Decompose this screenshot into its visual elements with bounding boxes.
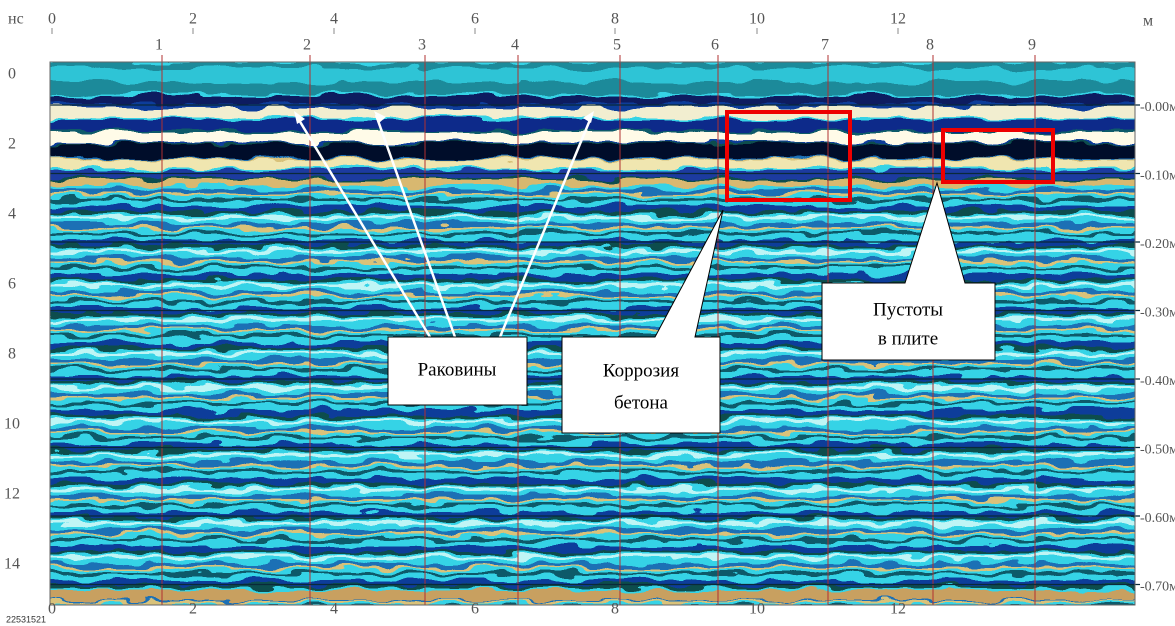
voids-box [941,128,1055,184]
bottom-axis-label: 0 [48,601,56,618]
marker-label: 5 [613,37,621,54]
left-axis-label: 8 [8,346,16,363]
right-axis-label: -0.70м [1140,580,1175,595]
right-axis-label: -0.50м [1140,443,1175,458]
left-axis-label: 14 [4,556,20,573]
left-axis-label: 10 [4,416,20,433]
left-axis-label: 2 [8,136,16,153]
corrosion-label: Коррозия [603,360,679,381]
left-axis-label: 0 [8,66,16,83]
voids-label: Пустоты [873,299,943,320]
top-axis-label: 12 [890,11,906,28]
right-axis-label: -0.60м [1140,511,1175,526]
right-axis-label: -0.40м [1140,374,1175,389]
corrosion-callout [561,209,724,434]
corrosion-box [725,110,852,202]
top-axis-label: 0 [48,11,56,28]
voids-label: в плите [878,328,938,349]
top-axis-label: 4 [330,11,338,28]
file-id: 22531521 [6,614,46,624]
top-axis-label: 6 [471,11,479,28]
marker-label: 4 [511,37,519,54]
holes-label: Раковины [418,359,497,380]
top-axis-label: 8 [611,11,619,28]
marker-label: 7 [821,37,829,54]
marker-label: 6 [711,37,719,54]
left-axis-label: 12 [4,486,20,503]
right-axis-label: -0.00м [1140,100,1175,115]
right-axis-label: -0.20м [1140,237,1175,252]
bottom-axis-label: 6 [471,601,479,618]
corrosion-label: бетона [614,392,669,413]
bottom-axis-label: 8 [611,601,619,618]
voids-callout [821,181,996,361]
distance-unit: м [1143,13,1153,30]
right-axis-label: -0.10м [1140,169,1175,184]
right-axis-label: -0.30м [1140,306,1175,321]
arrow-heads [294,111,594,124]
marker-label: 1 [155,37,163,54]
top-axis-label: 10 [749,11,765,28]
marker-label: 2 [303,37,311,54]
left-axis-label: 4 [8,206,16,223]
left-axis-label: 6 [8,276,16,293]
depth-unit: нс [8,11,24,28]
frame [49,61,1136,606]
marker-label: 9 [1028,37,1036,54]
marker-label: 8 [926,37,934,54]
holes-callout [387,336,528,406]
bottom-axis-label: 2 [189,601,197,618]
holes-arrows [294,114,594,338]
bottom-axis-label: 4 [330,601,338,618]
bottom-axis-label: 10 [749,601,765,618]
top-axis-label: 2 [189,11,197,28]
bottom-axis-label: 12 [890,601,906,618]
marker-label: 3 [418,37,426,54]
